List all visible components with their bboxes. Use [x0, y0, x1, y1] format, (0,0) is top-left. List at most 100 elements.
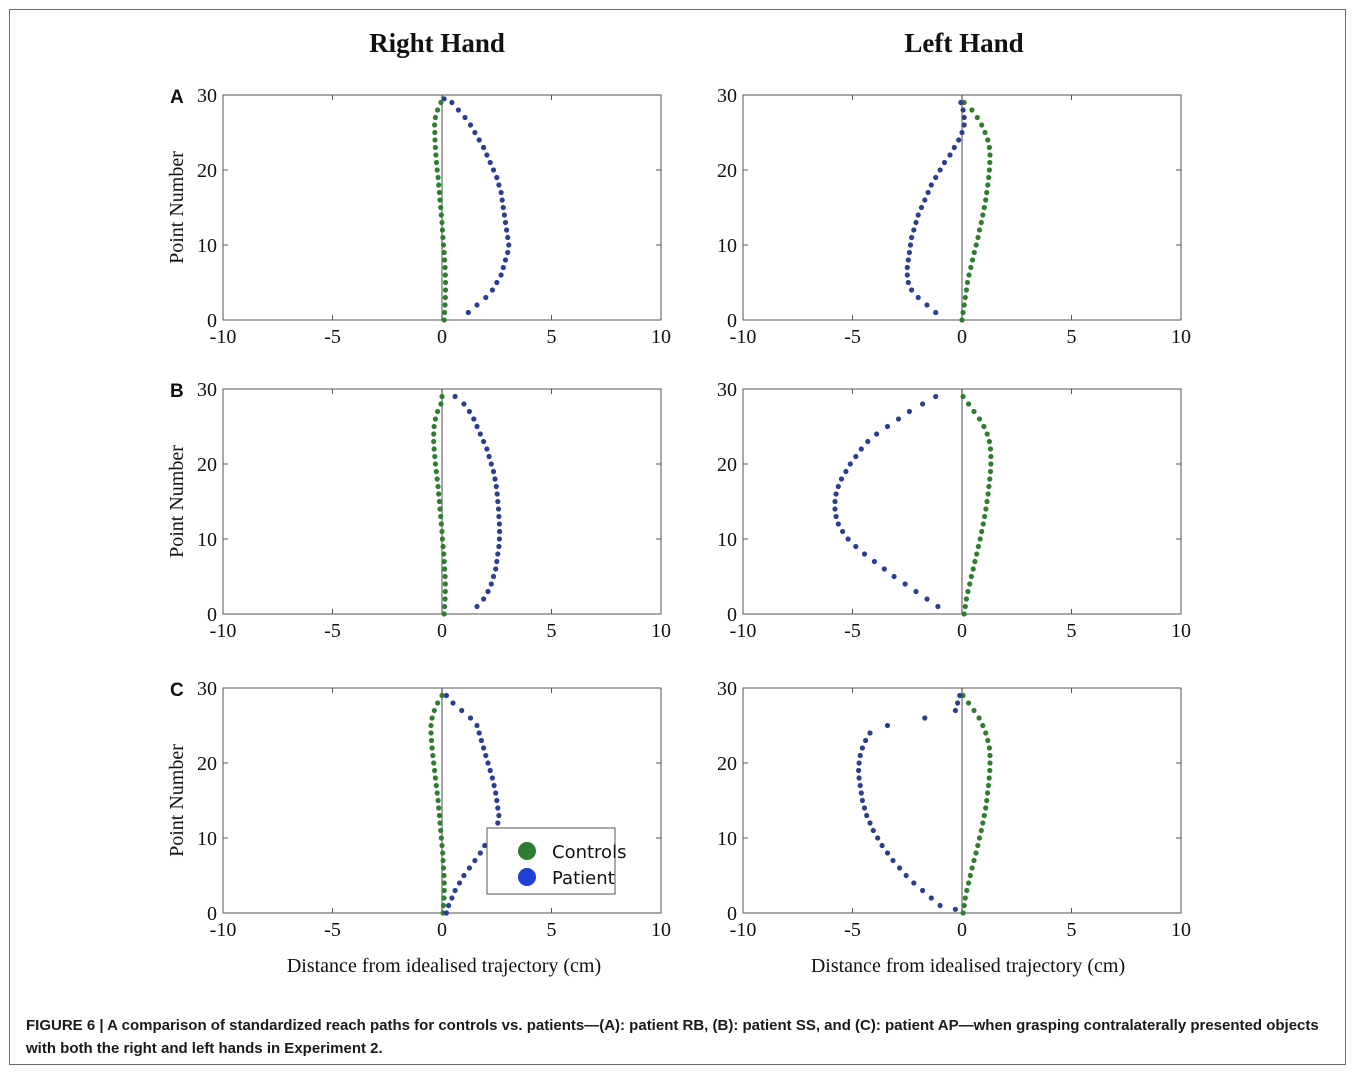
panel-a-left-patient-point: [947, 152, 953, 158]
panel-c-right-patient-point: [474, 722, 480, 729]
panel-b-left-patient-point: [838, 476, 845, 482]
panel-a-left-controls-point: [983, 197, 989, 203]
panel-a-right-patient-point: [498, 272, 504, 278]
panel-c-left-controls-point: [987, 752, 993, 759]
panel-b-right-patient-point: [493, 483, 499, 490]
panel-c-left-controls-point: [971, 707, 977, 714]
panel-a-left-patient-point: [905, 279, 911, 286]
panel-b-right-patient-point: [474, 603, 480, 610]
panel-b-left-patient-point: [832, 506, 838, 512]
x-axis-title-left: Distance from idealised trajectory (cm): [811, 955, 1125, 977]
panel-c-left-x-tick-label: 5: [1067, 919, 1077, 941]
panel-c-right-patient-point: [466, 865, 472, 871]
panel-c-right-patient-point: [478, 737, 484, 744]
panel-a-right-controls-point: [441, 317, 447, 323]
panel-b-left-patient-point: [832, 498, 838, 505]
panel-c-left-controls-point: [983, 730, 989, 736]
panel-b-right-patient-point: [493, 566, 499, 572]
panel-c-left-patient-point: [884, 850, 891, 856]
panel-a-left-patient-point: [913, 219, 919, 226]
panel-c-left-y-tick-label: 0: [727, 903, 737, 925]
panel-a-right-controls-point: [442, 279, 449, 286]
panel-a-right-patient-point: [502, 219, 509, 226]
panel-a-right-controls-point: [440, 234, 446, 241]
panel-c-left-patient-point: [897, 865, 903, 871]
panel-b-left-controls-point: [979, 528, 985, 535]
panel-a-left-patient-point: [933, 174, 939, 181]
panel-a-left-x-tick-label: -10: [730, 326, 757, 348]
legend-controls-marker: [518, 842, 536, 860]
panel-a-right-patient-point: [441, 96, 447, 102]
panel-c-left-controls-point: [985, 737, 991, 744]
panel-a-left-patient-point: [924, 302, 930, 308]
panel-b-left-patient-point: [924, 596, 930, 602]
panel-c-right-x-tick-label: -10: [210, 919, 237, 941]
panel-c-right-controls-point: [438, 827, 444, 834]
panel-b-left-patient-point: [884, 423, 891, 430]
panel-c-left-controls-point: [985, 782, 992, 789]
panel-c-left-patient-point: [890, 857, 896, 864]
panel-a-left-x-tick-label: 5: [1067, 326, 1077, 348]
panel-a-right-controls-point: [442, 294, 448, 301]
panel-a-right-controls-point: [435, 107, 441, 113]
panel-a-left-patient-point: [911, 227, 917, 233]
panel-c-left-controls-point: [961, 902, 967, 909]
panel-c-right-controls-point: [432, 767, 438, 774]
panel-b-left-controls-point: [965, 588, 971, 595]
panel-b-right-patient-point: [471, 416, 477, 422]
panel-b-right-controls-point: [432, 416, 438, 422]
panel-c-right-controls-point: [439, 842, 445, 849]
panel-b-right-y-tick-label: 20: [197, 454, 217, 476]
panel-a-right-patient-point: [501, 212, 507, 218]
panel-a-right-patient-point: [465, 309, 471, 316]
panel-b-left-patient-point: [871, 558, 878, 565]
legend-box: [486, 827, 616, 895]
panel-b-right-patient-point: [486, 453, 492, 460]
panel-c-left-patient-point: [937, 902, 943, 909]
panel-c-right-patient-point: [489, 775, 495, 781]
panel-a-right-patient-point: [506, 242, 512, 248]
panel-b-right-patient-point: [488, 461, 494, 467]
panel-a-left-patient-point: [915, 294, 921, 301]
legend-patient-label: Patient: [552, 868, 615, 889]
panel-a-right-controls-point: [436, 189, 442, 196]
panel-b-right-x-tick-label: 5: [547, 620, 557, 642]
panel-c-right-patient-point: [485, 760, 491, 766]
panel-c-right-x-tick-label: 5: [547, 919, 557, 941]
panel-c-right-patient-point: [443, 692, 449, 699]
panel-a-right-x-tick-label: 5: [547, 326, 557, 348]
panel-c-left-controls-point: [980, 820, 986, 826]
panel-c-right-controls-point: [429, 715, 435, 721]
panel-c-right-patient-point: [446, 902, 452, 909]
panel-a-left-patient-point: [907, 242, 914, 248]
panel-a-left-controls-point: [964, 279, 971, 286]
panel-a-left-controls-point: [976, 227, 983, 233]
panel-c-right-controls-point: [436, 812, 442, 819]
panel-b-right-patient-point: [461, 401, 467, 407]
panel-a-right-patient-point: [467, 122, 474, 128]
panel-b-right-controls-point: [441, 611, 447, 617]
panel-b-right-controls-point: [438, 521, 444, 527]
panel-a-right-controls-point: [435, 174, 441, 181]
panel-b-left-controls-point: [975, 543, 982, 550]
panel-a-right-patient-point: [487, 159, 493, 166]
panel-c-left-controls-point: [983, 805, 989, 811]
panel-b-right-controls-point: [442, 588, 448, 595]
panel-a-left-patient-point: [906, 249, 913, 256]
panel-a-left-patient-point: [928, 182, 934, 188]
panel-b-left-patient-point: [865, 438, 871, 445]
panel-c-left-patient-point: [920, 887, 926, 894]
panel-b-left-controls-point: [966, 401, 972, 407]
panel-a-right-x-tick-label: -10: [210, 326, 237, 348]
panel-b-left-patient-point: [845, 536, 851, 542]
panel-b-right-controls-point: [438, 513, 444, 520]
panel-b-right-controls-point: [432, 461, 438, 467]
panel-a-left-controls-point: [978, 219, 984, 226]
panel-c-left-controls-point: [973, 850, 979, 856]
panel-a-left-controls-point: [960, 309, 966, 316]
panel-a-left-controls-point: [981, 204, 987, 211]
panel-b-left-y-tick-label: 30: [717, 379, 737, 401]
panel-b-left-controls-point: [986, 483, 992, 490]
panel-c-right-controls-point: [436, 805, 442, 811]
panel-b-right-patient-point: [492, 476, 498, 482]
